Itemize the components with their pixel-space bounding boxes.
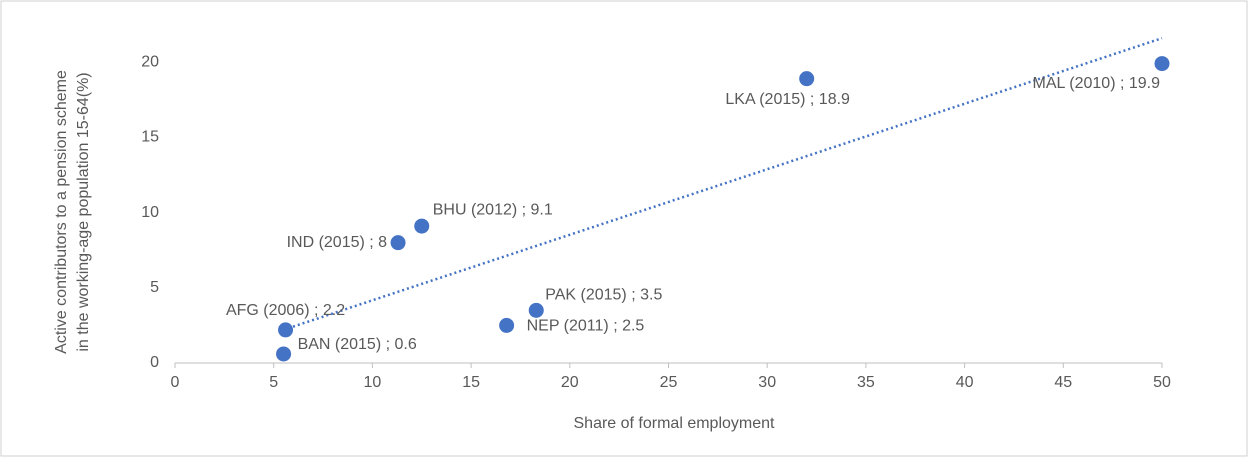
x-tick-label: 30 <box>758 374 776 391</box>
x-axis-label: Share of formal employment <box>574 415 776 432</box>
x-tick-label: 40 <box>956 374 974 391</box>
y-axis-label: in the working-age population 15-64(%) <box>75 72 92 351</box>
data-label: IND (2015) ; 8 <box>287 234 388 251</box>
y-tick-label: 5 <box>150 279 159 296</box>
point <box>528 302 544 318</box>
x-tick-label: 50 <box>1153 374 1171 391</box>
x-tick-label: 5 <box>269 374 278 391</box>
data-label: BHU (2012) ; 9.1 <box>433 201 553 218</box>
y-axis-label: Active contributors to a pension scheme <box>53 70 70 354</box>
y-tick-label: 10 <box>141 204 159 221</box>
trendline <box>283 36 1163 331</box>
x-tick-label: 25 <box>660 374 678 391</box>
data-label: AFG (2006) ; 2.2 <box>226 302 345 319</box>
data-label: BAN (2015) ; 0.6 <box>298 336 417 353</box>
x-tick-label: 45 <box>1054 374 1072 391</box>
point <box>1154 56 1170 72</box>
data-label: LKA (2015) ; 18.9 <box>725 91 850 108</box>
x-tick-label: 0 <box>171 374 180 391</box>
x-tick-label: 35 <box>857 374 875 391</box>
point <box>390 235 406 251</box>
point <box>799 71 815 87</box>
data-label: PAK (2015) ; 3.5 <box>545 287 662 304</box>
x-tick-label: 10 <box>364 374 382 391</box>
y-tick-label: 20 <box>141 53 159 70</box>
point <box>499 317 515 333</box>
data-label: MAL (2010) ; 19.9 <box>1033 75 1161 92</box>
y-tick-label: 15 <box>141 129 159 146</box>
data-label: NEP (2011) ; 2.5 <box>527 318 645 335</box>
y-tick-label: 0 <box>150 354 159 371</box>
point <box>414 218 430 234</box>
point <box>276 346 292 362</box>
x-tick-label: 20 <box>561 374 579 391</box>
point <box>278 322 294 338</box>
x-tick-label: 15 <box>462 374 480 391</box>
